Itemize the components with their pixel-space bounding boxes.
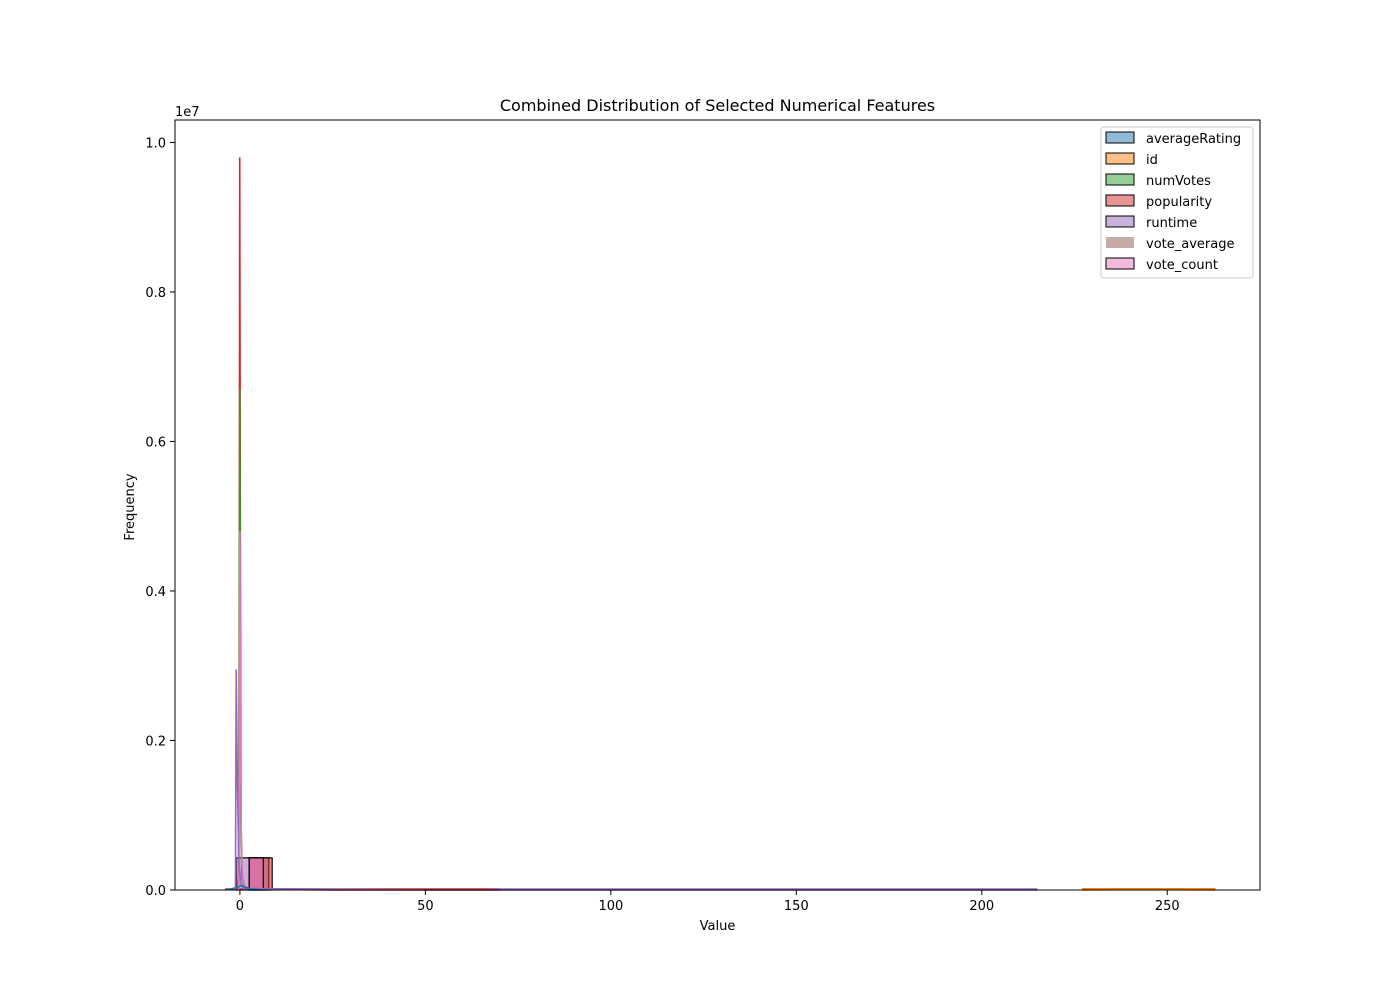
legend-swatch-vote-average (1106, 237, 1134, 248)
plot-frame (174, 119, 1261, 891)
y-tick-label: 0.0 (145, 884, 166, 899)
x-tick-label: 50 (417, 899, 434, 914)
y-tick-label: 0.6 (145, 435, 166, 450)
kde-curve-averagerating (224, 884, 263, 891)
bar-vote-count (248, 857, 264, 891)
legend: averageRating id numVotes popularity runtime… (1100, 126, 1254, 279)
legend-swatch-popularity (1105, 194, 1135, 207)
y-axis-label: Frequency (123, 473, 138, 540)
y-axis: 0.0 0.2 0.4 0.6 0.8 1.0 (145, 136, 175, 899)
legend-label-id: id (1146, 153, 1158, 168)
legend-swatch-id (1105, 152, 1135, 165)
x-tick-label: 100 (598, 899, 623, 914)
plot-area (174, 119, 1261, 891)
legend-swatch-averagerating (1105, 131, 1135, 144)
legend-label-vote-count: vote_count (1146, 258, 1218, 273)
y-scale-label: 1e7 (175, 105, 200, 120)
legend-swatch-vote-count (1105, 257, 1135, 270)
x-tick-label: 0 (236, 899, 244, 914)
chart-title: Combined Distribution of Selected Numeri… (500, 96, 935, 115)
y-tick-label: 1.0 (145, 136, 166, 151)
legend-box (1100, 126, 1254, 279)
kde-curve-popularity (236, 157, 500, 891)
x-axis-label: Value (700, 919, 736, 934)
legend-swatch-runtime (1105, 215, 1135, 228)
kde-layer (224, 157, 1216, 891)
y-tick-label: 0.2 (145, 734, 166, 749)
legend-label-vote-average: vote_average (1146, 237, 1234, 252)
x-axis: 0 50 100 150 200 250 (236, 890, 1180, 914)
legend-label-runtime: runtime (1146, 216, 1197, 231)
kde-curve-vote-count (238, 531, 249, 891)
legend-label-averagerating: averageRating (1146, 132, 1241, 147)
legend-label-popularity: popularity (1146, 195, 1212, 210)
legend-swatch-numvotes (1105, 173, 1135, 186)
kde-curve-runtime (234, 669, 1038, 891)
bars-layer (225, 857, 1216, 891)
y-tick-label: 0.4 (145, 585, 166, 600)
x-tick-label: 150 (784, 899, 809, 914)
x-tick-label: 250 (1155, 899, 1180, 914)
y-tick-label: 0.8 (145, 286, 166, 301)
x-tick-label: 200 (969, 899, 994, 914)
legend-label-numvotes: numVotes (1146, 174, 1211, 189)
